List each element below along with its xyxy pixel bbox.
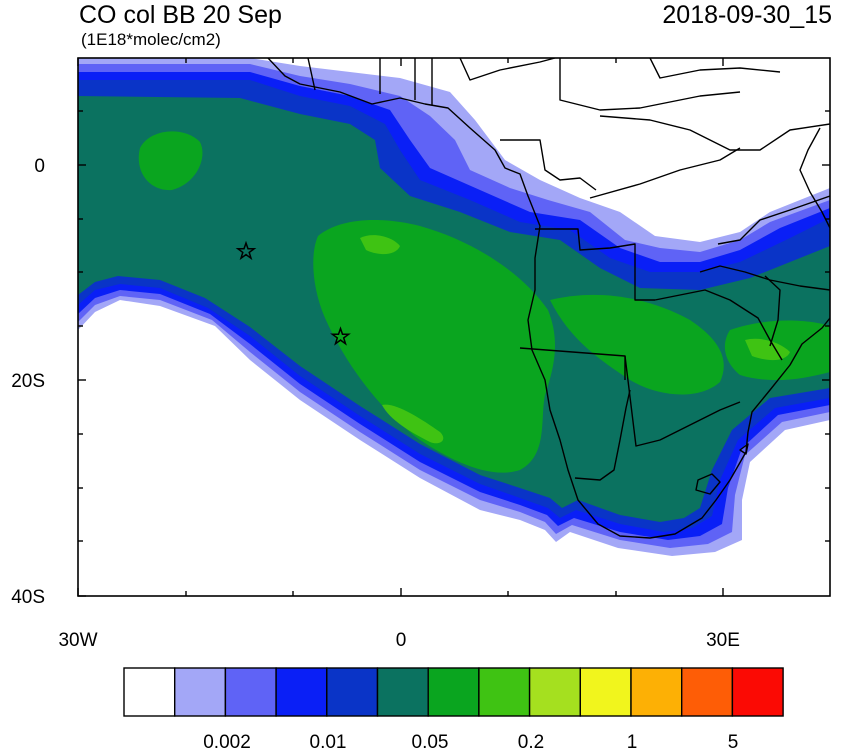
coastlines — [267, 58, 830, 539]
colorbar-label: 0.2 — [518, 732, 544, 750]
colorbar-swatch — [326, 667, 379, 717]
colorbar-label: 5 — [728, 732, 739, 750]
colorbar-swatch — [427, 667, 480, 717]
co-contour-0-1-continent — [550, 294, 724, 395]
co-contour-0-1-plume — [313, 220, 556, 473]
co-contour-0-1-atlantic — [138, 131, 203, 191]
colorbar-swatch — [224, 667, 277, 717]
colorbar-swatch — [731, 667, 784, 717]
map-frame — [77, 57, 831, 597]
colorbar-swatch — [173, 667, 227, 717]
colorbar-label: 1 — [627, 732, 638, 750]
valid-time: 2018-09-30_15 — [662, 1, 832, 29]
co-contour-0-2-streak — [382, 404, 444, 444]
colorbar-label: 0.002 — [203, 732, 251, 750]
colorbar — [123, 667, 784, 717]
map-plot — [78, 58, 830, 596]
colorbar-label: 0.05 — [412, 732, 449, 750]
colorbar-swatch — [528, 667, 581, 717]
colorbar-swatch — [579, 667, 632, 717]
colorbar-swatch — [376, 667, 429, 717]
colorbar-swatch — [275, 667, 328, 717]
star-marker — [235, 240, 257, 261]
colorbar-swatch — [630, 667, 683, 717]
colorbar-label: 0.01 — [310, 732, 347, 750]
x-tick-label: 0 — [396, 630, 407, 651]
colorbar-swatch — [478, 667, 531, 717]
co-contour-0-2-spot — [360, 235, 400, 255]
x-tick-label: 30W — [58, 630, 97, 651]
colorbar-swatch — [123, 667, 176, 717]
x-tick-label: 30E — [706, 630, 740, 651]
y-tick-label: 40S — [11, 587, 45, 608]
units-label: (1E18*molec/cm2) — [81, 30, 221, 49]
colorbar-swatch — [681, 667, 734, 717]
y-tick-label: 20S — [11, 371, 45, 392]
axis-ticks — [77, 58, 830, 597]
y-tick-label: 0 — [34, 156, 45, 177]
star-marker — [330, 326, 351, 346]
map-title: CO col BB 20 Sep — [79, 1, 282, 29]
